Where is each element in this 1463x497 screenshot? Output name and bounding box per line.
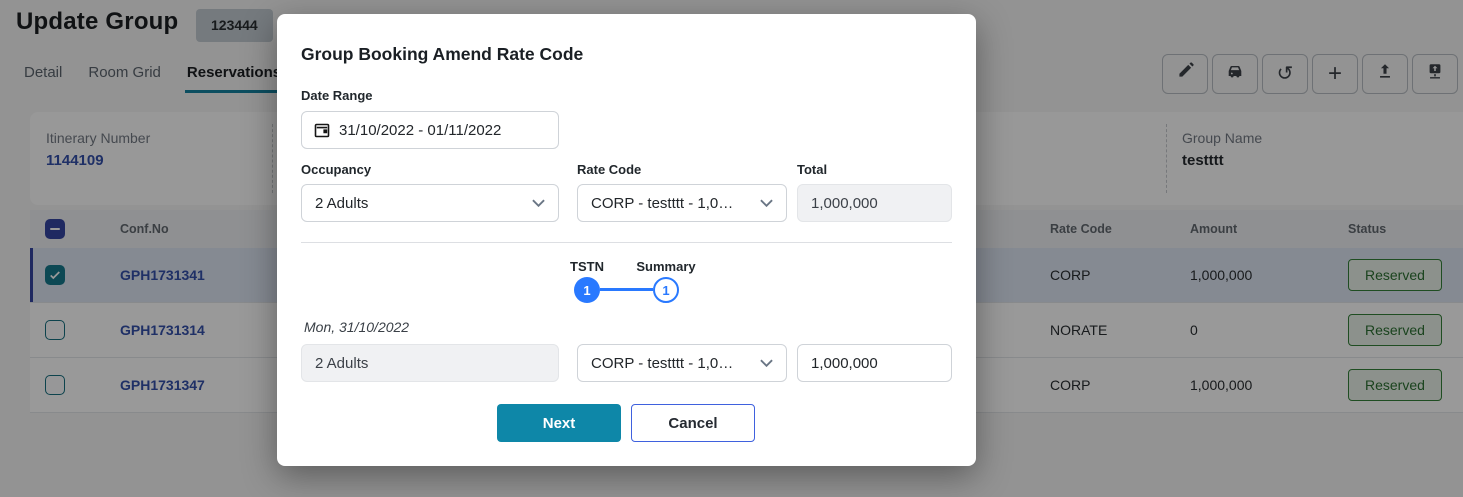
- history-button[interactable]: ↺: [1262, 54, 1308, 94]
- edit-icon: [1176, 62, 1194, 86]
- itinerary-number-label: Itinerary Number: [46, 130, 151, 146]
- conf-no-link[interactable]: GPH1731347: [120, 377, 205, 393]
- group-id-badge: 123444: [196, 9, 273, 42]
- date-range-value: 31/10/2022 - 01/11/2022: [339, 121, 502, 139]
- date-range-label: Date Range: [301, 88, 373, 103]
- status-badge: Reserved: [1348, 369, 1442, 401]
- checked-checkbox-icon: [45, 265, 65, 285]
- column-header-amount: Amount: [1190, 222, 1238, 236]
- day-date-label: Mon, 31/10/2022: [304, 319, 410, 335]
- tab-detail[interactable]: Detail: [24, 64, 63, 81]
- stepper-connector: [600, 288, 653, 291]
- day-amount-value: 1,000,000: [811, 354, 878, 372]
- itinerary-number-link[interactable]: 1144109: [46, 152, 104, 169]
- day-occupancy-input: 2 Adults: [301, 344, 559, 382]
- group-name-label: Group Name: [1182, 130, 1263, 146]
- status-cell: Reserved: [1348, 369, 1442, 401]
- edit-button[interactable]: [1162, 54, 1208, 94]
- day-amount-input[interactable]: 1,000,000: [797, 344, 952, 382]
- stepper-step-summary-label: Summary: [636, 259, 696, 274]
- total-value: 1,000,000: [811, 194, 878, 212]
- device-upload-button[interactable]: [1412, 54, 1458, 94]
- amount-cell: 1,000,000: [1190, 267, 1253, 283]
- panel-divider: [1166, 124, 1167, 193]
- row-checkbox[interactable]: [45, 320, 65, 340]
- next-button[interactable]: Next: [497, 404, 621, 442]
- group-name-value: testttt: [1182, 152, 1224, 169]
- stepper-step-tstn[interactable]: 1: [574, 277, 600, 303]
- rate-code-select[interactable]: CORP - testttt - 1,00...: [577, 184, 787, 222]
- tab-room-grid[interactable]: Room Grid: [88, 64, 161, 81]
- rate-code-cell: CORP: [1050, 377, 1091, 393]
- amend-rate-code-modal: Group Booking Amend Rate Code Date Range…: [277, 14, 976, 466]
- page-title: Update Group: [16, 8, 179, 35]
- upload-icon: [1376, 62, 1394, 86]
- conf-no-link[interactable]: GPH1731314: [120, 322, 205, 338]
- occupancy-label: Occupancy: [301, 162, 372, 177]
- reservation-toolbar: ↺ +: [1162, 54, 1458, 94]
- stepper-step-summary[interactable]: 1: [653, 277, 679, 303]
- row-checkbox[interactable]: [45, 375, 65, 395]
- status-cell: Reserved: [1348, 314, 1442, 346]
- rate-code-cell: NORATE: [1050, 322, 1108, 338]
- rate-code-selected-value: CORP - testttt - 1,00...: [591, 194, 736, 212]
- tab-reservations[interactable]: Reservations: [184, 60, 284, 93]
- status-cell: Reserved: [1348, 259, 1442, 291]
- row-checkbox[interactable]: [45, 265, 65, 285]
- column-header-status: Status: [1348, 222, 1387, 236]
- cancel-button[interactable]: Cancel: [631, 404, 755, 442]
- group-name-block: Group Name testttt: [1182, 130, 1262, 169]
- rate-code-cell: CORP: [1050, 267, 1091, 283]
- section-divider: [301, 242, 952, 243]
- chevron-down-icon: [760, 359, 773, 367]
- amount-cell: 0: [1190, 322, 1198, 338]
- chevron-down-icon: [532, 199, 545, 207]
- column-header-conf-no: Conf.No: [120, 222, 169, 236]
- unchecked-checkbox-icon: [45, 320, 65, 340]
- history-icon: ↺: [1276, 63, 1294, 85]
- panel-divider: [272, 124, 273, 193]
- calendar-icon: [314, 122, 330, 138]
- car-icon: [1226, 62, 1244, 86]
- occupancy-selected-value: 2 Adults: [315, 194, 369, 212]
- select-all-checkbox[interactable]: [45, 219, 65, 239]
- chevron-down-icon: [760, 199, 773, 207]
- day-rate-code-value: CORP - testttt - 1,00...: [591, 354, 736, 372]
- amount-cell: 1,000,000: [1190, 377, 1253, 393]
- total-label: Total: [797, 162, 828, 177]
- add-button[interactable]: +: [1312, 54, 1358, 94]
- day-occupancy-value: 2 Adults: [315, 354, 369, 372]
- occupancy-select[interactable]: 2 Adults: [301, 184, 559, 222]
- status-badge: Reserved: [1348, 314, 1442, 346]
- unchecked-checkbox-icon: [45, 375, 65, 395]
- upload-button[interactable]: [1362, 54, 1408, 94]
- total-input: 1,000,000: [797, 184, 952, 222]
- rate-code-label: Rate Code: [577, 162, 642, 177]
- vehicle-button[interactable]: [1212, 54, 1258, 94]
- stepper-step-tstn-label: TSTN: [570, 259, 604, 274]
- date-range-input[interactable]: 31/10/2022 - 01/11/2022: [301, 111, 559, 149]
- indeterminate-checkbox-icon: [45, 219, 65, 239]
- modal-title: Group Booking Amend Rate Code: [301, 44, 584, 64]
- column-header-rate-code: Rate Code: [1050, 222, 1112, 236]
- add-icon: +: [1327, 60, 1342, 87]
- day-rate-code-select[interactable]: CORP - testttt - 1,00...: [577, 344, 787, 382]
- status-badge: Reserved: [1348, 259, 1442, 291]
- tab-bar: Detail Room Grid Reservations: [22, 60, 284, 93]
- conf-no-link[interactable]: GPH1731341: [120, 267, 205, 283]
- itinerary-block: Itinerary Number 1144109: [46, 130, 150, 169]
- device-upload-icon: [1426, 62, 1444, 86]
